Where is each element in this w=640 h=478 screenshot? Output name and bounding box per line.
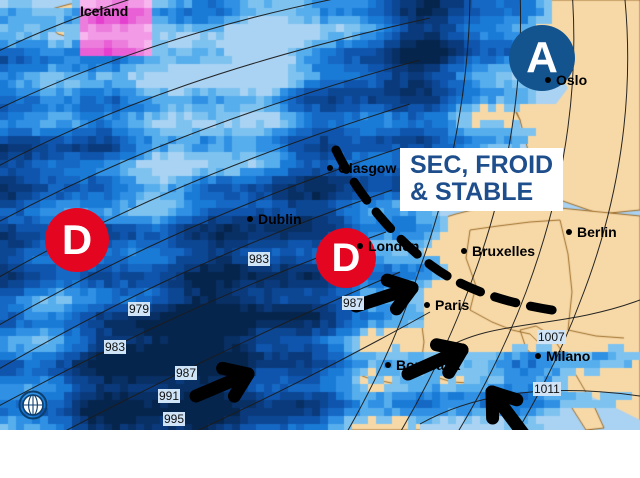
- city-dot: [424, 302, 430, 308]
- cold-front-dashed-line: [331, 145, 571, 317]
- movement-arrow-biscay-head-b: [430, 338, 469, 357]
- city-dot: [327, 165, 333, 171]
- movement-arrow-channel-head-b: [380, 273, 419, 295]
- isobar-label-1011: 1011: [533, 382, 561, 396]
- city-name: London: [368, 238, 420, 254]
- city-name: Bruxelles: [472, 243, 536, 259]
- high-pressure-marker-2: A: [509, 25, 575, 91]
- movement-arrow-atlantic-head-b: [216, 361, 255, 381]
- city-dot: [545, 77, 551, 83]
- city-dot: [535, 353, 541, 359]
- isobar-label-983: 983: [248, 252, 271, 266]
- low-pressure-marker-0: D: [45, 208, 109, 272]
- isobar-3: [0, 59, 421, 222]
- city-name: Dublin: [258, 211, 302, 227]
- city-label-bordeaux: Bordeaux: [385, 357, 461, 373]
- isobar-label-1007: 1007: [537, 330, 566, 344]
- isobar-13: [517, 0, 629, 430]
- isobar-label-995: 995: [163, 412, 186, 426]
- isobar-1: [0, 0, 332, 109]
- city-name: Glasgow: [338, 160, 397, 176]
- city-label-bruxelles: Bruxelles: [461, 243, 535, 259]
- isobar-9: [197, 311, 431, 430]
- city-name: Milano: [546, 348, 591, 364]
- isobar-label-987: 987: [342, 296, 365, 310]
- city-name: Iceland: [80, 3, 129, 19]
- isobar-label-987: 987: [175, 366, 198, 380]
- annotation-line-1: SEC, FROID: [410, 151, 554, 179]
- annotation-line-2: & STABLE: [410, 177, 534, 206]
- city-dot: [385, 362, 391, 368]
- isobar-15: [419, 390, 640, 425]
- city-label-paris: Paris: [424, 297, 469, 313]
- isobar-label-979: 979: [128, 302, 151, 316]
- city-dot: [566, 229, 572, 235]
- isobar-5: [0, 147, 401, 325]
- city-label-milano: Milano: [535, 348, 590, 364]
- city-name: Oslo: [556, 72, 588, 88]
- city-name: Berlin: [577, 224, 617, 240]
- city-label-oslo: Oslo: [545, 72, 587, 88]
- city-name: Bordeaux: [396, 357, 461, 373]
- city-dot: [461, 248, 467, 254]
- city-dot: [357, 243, 363, 249]
- isobar-label-983: 983: [104, 340, 127, 354]
- isobar-label-991: 991: [158, 389, 181, 403]
- globe-icon[interactable]: [18, 390, 48, 420]
- low-pressure-marker-1: D: [316, 228, 376, 288]
- isobar-2: [0, 17, 431, 166]
- city-label-berlin: Berlin: [566, 224, 617, 240]
- isobar-0: [0, 0, 130, 51]
- map-footer: Mi, 18.10.2023, 12..15 UTC Mi 06 +9h Mod…: [0, 430, 640, 478]
- isobar-4: [0, 103, 411, 278]
- isobar-10: [347, 0, 471, 430]
- movement-arrow-mediterranean-head-b: [485, 385, 500, 425]
- city-label-dublin: Dublin: [247, 211, 302, 227]
- city-name: Paris: [435, 297, 470, 313]
- city-dot: [247, 216, 253, 222]
- city-label-london: London: [357, 238, 419, 254]
- annotation-box: SEC, FROID & STABLE: [400, 148, 564, 211]
- isobar-6: [0, 189, 393, 369]
- isobar-14: [439, 299, 640, 353]
- city-label-iceland: Iceland: [80, 3, 128, 19]
- city-label-glasgow: Glasgow: [327, 160, 396, 176]
